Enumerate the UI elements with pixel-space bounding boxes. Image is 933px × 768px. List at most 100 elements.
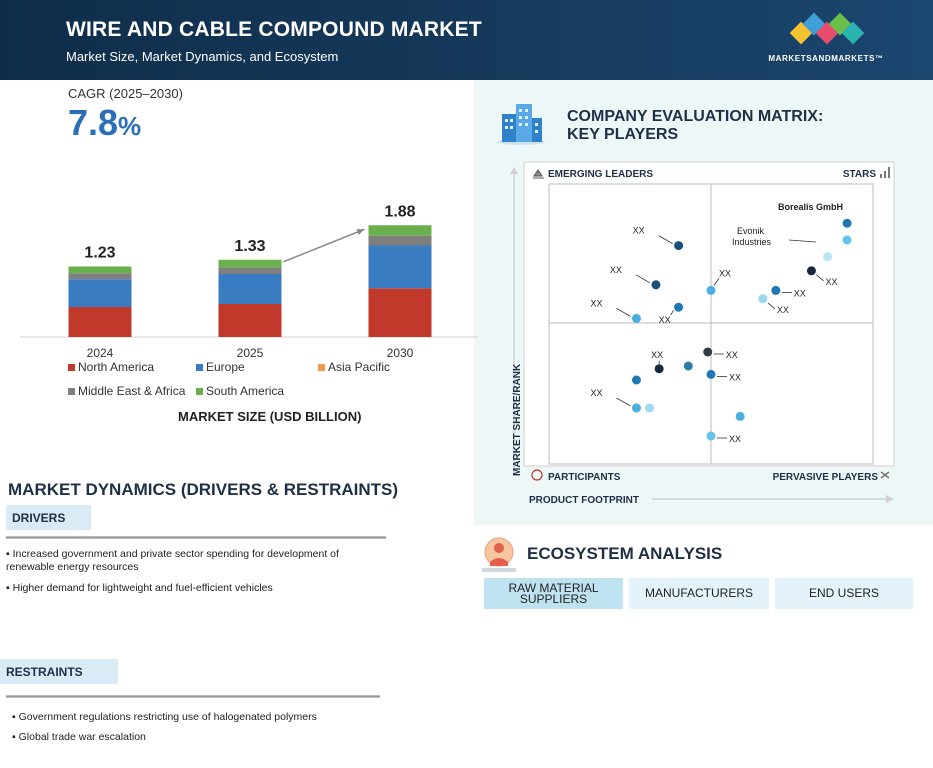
quadrant-pervasive-players: PERVASIVE PLAYERS (773, 471, 890, 483)
cagr-number: 7.8 (68, 102, 119, 143)
x-tick-label: 2025 (237, 346, 264, 360)
matrix-point (842, 218, 852, 228)
matrix-point (644, 403, 654, 413)
matrix-point (706, 431, 716, 441)
matrix-point (735, 411, 745, 421)
brand-name: MARKETSANDMARKETS™ (768, 54, 884, 63)
matrix-title-line2: KEY PLAYERS (567, 126, 679, 143)
legend-label: South America (206, 384, 285, 398)
legend-swatch (196, 363, 203, 371)
point-leader-line (616, 308, 631, 317)
point-leader-line (616, 397, 631, 407)
driver-text: Increased government and private sector … (6, 548, 339, 573)
matrix-point (631, 403, 641, 413)
matrix-point (758, 294, 768, 304)
x-axis-label: PRODUCT FOOTPRINT (529, 495, 639, 506)
quadrant-stars: STARS (843, 167, 890, 180)
bar-segment (368, 235, 432, 246)
bar-segment (218, 267, 282, 274)
legend-item-north-america: North America (68, 360, 154, 374)
growth-arrow-head (356, 229, 365, 235)
matrix-title-line1: COMPANY EVALUATION MATRIX: (567, 108, 824, 125)
evonik-leader-line (788, 239, 817, 243)
legend-label: Europe (206, 360, 245, 374)
x-tick-label: 2030 (387, 346, 414, 360)
point-leader-line (670, 309, 674, 316)
bar-total-label: 1.88 (384, 203, 415, 220)
tab-manufacturers[interactable]: MANUFACTURERS (629, 578, 769, 609)
driver-item-1: ▪ Increased government and private secto… (6, 548, 339, 573)
quadrant-label: PARTICIPANTS (548, 472, 621, 483)
quadrant-participants: PARTICIPANTS (531, 469, 621, 483)
point-leader-line (816, 274, 824, 282)
point-label: XX (825, 277, 837, 287)
tab-end-users[interactable]: END USERS (775, 578, 913, 609)
legend-item-asia-pacific: Asia Pacific (318, 360, 390, 374)
marketsandmarkets-logo[interactable]: MARKETSANDMARKETS™ (756, 12, 896, 72)
matrix-title: COMPANY EVALUATION MATRIX: KEY PLAYERS (567, 108, 823, 144)
point-label: XX (590, 298, 602, 308)
matrix-point (823, 252, 833, 262)
point-label: XX (729, 372, 741, 382)
quadrant-label: PERVASIVE PLAYERS (773, 472, 879, 483)
bar-total-label: 1.23 (84, 245, 115, 262)
drivers-divider (6, 536, 386, 539)
bar-segment (368, 225, 432, 236)
point-label: XX (651, 350, 663, 360)
x-axis-arrow (886, 495, 894, 503)
quadrant-label: EMERGING LEADERS (548, 169, 653, 180)
person-icon (482, 537, 516, 572)
legend-label: North America (78, 360, 155, 374)
legend-swatch (196, 387, 203, 395)
bar-total-label: 1.33 (234, 238, 265, 255)
restraint-item-2: ▪ Global trade war escalation (12, 731, 146, 743)
matrix-point (706, 285, 716, 295)
cagr-label: CAGR (2025–2030) (68, 86, 183, 101)
matrix-point (654, 364, 664, 374)
matrix-point (631, 375, 641, 385)
cross-arrows-icon (880, 471, 890, 479)
network-icon (533, 169, 544, 179)
point-label: XX (719, 268, 731, 278)
bar-segment (218, 259, 282, 268)
people-icon (531, 469, 543, 481)
restraint-text: Global trade war escalation (18, 731, 146, 743)
market-size-caption: MARKET SIZE (USD BILLION) (178, 409, 362, 424)
x-tick-label: 2024 (87, 346, 114, 360)
legend-item-south-america: South America (196, 384, 284, 398)
point-label: XX (729, 434, 741, 444)
matrix-point (806, 266, 816, 276)
matrix-point (842, 235, 852, 245)
matrix-point (706, 369, 716, 379)
legend-item-europe: Europe (196, 360, 245, 374)
point-leader-line (767, 302, 776, 310)
point-label: XX (659, 315, 671, 325)
bar-segment (68, 273, 132, 280)
restraint-item-1: ▪ Government regulations restricting use… (12, 711, 317, 723)
market-dynamics-title: MARKET DYNAMICS (DRIVERS & RESTRAINTS) (8, 480, 399, 499)
point-label: XX (726, 350, 738, 360)
point-label: XX (794, 288, 806, 298)
building-icon (497, 104, 545, 145)
page-title: WIRE AND CABLE COMPOUND MARKET (66, 18, 482, 41)
restraint-text: Government regulations restricting use o… (18, 711, 317, 723)
bar-segment (218, 304, 282, 337)
growth-arrow (283, 228, 365, 263)
point-label: XX (777, 305, 789, 315)
y-axis-label: MARKET SHARE/RANK (512, 363, 523, 476)
matrix-point (683, 361, 693, 371)
player-label-borealis: Borealis GmbH (778, 202, 843, 212)
matrix-point (631, 313, 641, 323)
matrix-point (674, 302, 684, 312)
quadrant-label: STARS (843, 169, 876, 180)
tab-raw-material-suppliers[interactable]: RAW MATERIAL SUPPLIERS (484, 578, 623, 609)
matrix-point (771, 285, 781, 295)
point-label: XX (590, 388, 602, 398)
restraints-divider (6, 695, 380, 698)
cagr-value: 7.8% (68, 102, 141, 144)
matrix-points: XX XX XX XX XX XX XX XX XX XX XX XX XX (590, 218, 852, 444)
logo-diamonds-icon (789, 12, 865, 45)
point-label: XX (633, 226, 645, 236)
bar-segment (68, 266, 132, 274)
